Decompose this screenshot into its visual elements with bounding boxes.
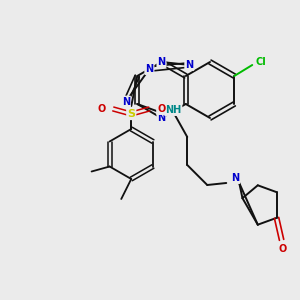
Text: N: N xyxy=(185,60,194,70)
Text: O: O xyxy=(278,244,287,254)
Text: S: S xyxy=(127,109,135,119)
Text: N: N xyxy=(158,57,166,67)
Text: NH: NH xyxy=(165,105,181,115)
Text: O: O xyxy=(157,104,165,114)
Text: N: N xyxy=(145,64,153,74)
Text: Cl: Cl xyxy=(256,57,267,67)
Text: N: N xyxy=(231,173,239,183)
Text: N: N xyxy=(122,97,130,106)
Text: N: N xyxy=(158,113,166,123)
Text: O: O xyxy=(97,104,105,114)
